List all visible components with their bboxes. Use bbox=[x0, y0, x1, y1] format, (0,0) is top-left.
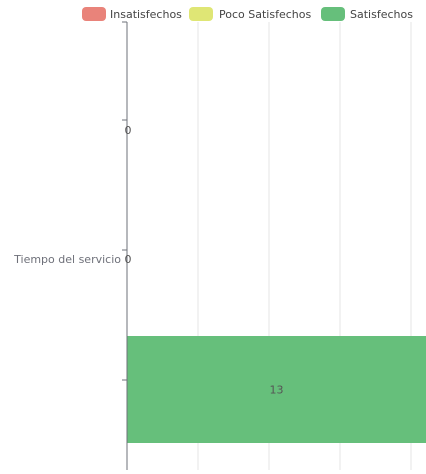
bars bbox=[127, 336, 426, 443]
legend-swatch bbox=[189, 7, 213, 21]
data-label: 13 bbox=[270, 384, 284, 397]
legend-item[interactable]: Insatisfechos bbox=[82, 7, 182, 21]
legend: Insatisfechos Poco Satisfechos Satisfechos bbox=[82, 7, 413, 21]
legend-label: Insatisfechos bbox=[110, 8, 182, 21]
legend-label: Satisfechos bbox=[350, 8, 413, 21]
data-label: 0 bbox=[125, 124, 132, 137]
legend-item[interactable]: Satisfechos bbox=[321, 7, 413, 21]
legend-swatch bbox=[321, 7, 345, 21]
data-label: 0 bbox=[125, 253, 132, 266]
legend-label: Poco Satisfechos bbox=[219, 8, 311, 21]
category-labels: Tiempo del servicio bbox=[13, 253, 121, 266]
category-label: Tiempo del servicio bbox=[13, 253, 121, 266]
data-labels: 0 0 13 bbox=[125, 124, 284, 397]
bar-satisfechos[interactable] bbox=[127, 336, 426, 443]
legend-swatch bbox=[82, 7, 106, 21]
y-axis bbox=[122, 21, 128, 470]
legend-item[interactable]: Poco Satisfechos bbox=[189, 7, 311, 21]
